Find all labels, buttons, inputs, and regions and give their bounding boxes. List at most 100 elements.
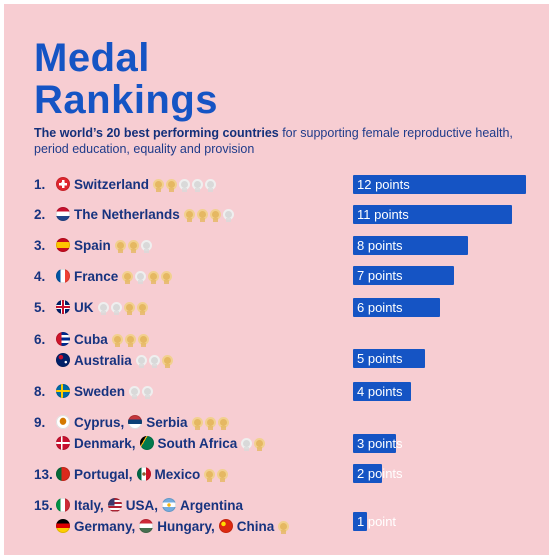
medals (183, 208, 236, 222)
uk-flag-icon (56, 300, 70, 314)
medals (191, 416, 231, 430)
spain-flag-icon (56, 238, 70, 252)
silver-medal-icon (205, 178, 217, 192)
gold-medal-icon (204, 468, 216, 482)
mexico-flag-icon (136, 467, 151, 481)
silver-medal-icon (129, 385, 141, 399)
country: Spain (56, 238, 111, 253)
points-bar: 5 points (353, 349, 425, 368)
gold-medal-icon (124, 333, 136, 347)
medals (114, 239, 154, 253)
country-name: Argentina (180, 497, 244, 513)
gold-medal-icon (183, 208, 195, 222)
gold-medal-icon (161, 354, 173, 368)
ranking-row: Australia (34, 350, 175, 370)
points-bar: 2 points (353, 464, 403, 483)
title-text: Medal Rankings (34, 36, 219, 122)
gold-medal-icon (123, 301, 135, 315)
rank-number: 5. (34, 299, 46, 315)
ranking-row: 4. France (34, 266, 174, 286)
switzerland-flag-icon (56, 177, 70, 191)
ranking-row: 8. Sweden (34, 381, 155, 401)
points-bar: 11 points (353, 205, 512, 224)
silver-medal-icon (135, 354, 147, 368)
france-flag-icon (56, 269, 70, 283)
subtitle-rest: for supporting female reproductive healt… (34, 126, 513, 156)
ranking-row: Denmark, South Africa (34, 433, 267, 453)
medals (278, 520, 291, 534)
country: Serbia (128, 414, 188, 430)
points-bar: 3 points (353, 434, 403, 453)
ranking-row: 2. The Netherlands (34, 204, 236, 224)
rank-number: 13. (34, 466, 53, 482)
country-name: Cuba (74, 331, 108, 347)
medals (97, 301, 150, 315)
medals (122, 270, 174, 284)
rank-number: 4. (34, 268, 46, 284)
country-name: Spain (74, 237, 111, 253)
silver-medal-icon (179, 178, 191, 192)
rank-number: 2. (34, 206, 46, 222)
country-name: Mexico (154, 466, 201, 482)
rank-number: 9. (34, 414, 46, 430)
ranking-row: 3. Spain (34, 235, 154, 255)
gold-medal-icon (209, 208, 221, 222)
gold-medal-icon (217, 416, 229, 430)
medals (129, 385, 155, 399)
points-bar: 7 points (353, 266, 454, 285)
gold-medal-icon (217, 468, 229, 482)
country-name: USA, (125, 497, 159, 513)
medals (135, 354, 175, 368)
argentina-flag-icon (162, 498, 177, 512)
country: Denmark, (56, 436, 140, 451)
gold-medal-icon (161, 270, 173, 284)
rank-number: 8. (34, 383, 46, 399)
gold-medal-icon (191, 416, 203, 430)
country: China (218, 518, 275, 534)
sweden-flag-icon (56, 384, 70, 398)
country-name: Germany, (74, 518, 136, 534)
gold-medal-icon (148, 270, 160, 284)
serbia-flag-icon (128, 415, 143, 429)
rank-number: 3. (34, 237, 46, 253)
country: Hungary, (139, 519, 219, 534)
country: UK (56, 300, 94, 315)
points-bar: 4 points (353, 382, 411, 401)
country-name: France (74, 268, 119, 284)
country-name: Australia (74, 352, 132, 368)
points-bar: 6 points (353, 298, 440, 317)
country-name: UK (74, 299, 94, 315)
country: South Africa (139, 436, 237, 451)
gold-medal-icon (136, 301, 148, 315)
infographic-card: Medal Rankings The world’s 20 best perfo… (4, 4, 549, 555)
country: Cuba (56, 332, 108, 347)
australia-flag-icon (56, 353, 70, 367)
silver-medal-icon (192, 178, 204, 192)
silver-medal-icon (110, 301, 122, 315)
country: Cyprus, (56, 415, 128, 430)
country: Germany, (56, 519, 139, 534)
gold-medal-icon (114, 239, 126, 253)
country-name: China (236, 518, 275, 534)
country: Australia (56, 353, 132, 368)
gold-medal-icon (254, 437, 266, 451)
country-name: Hungary, (157, 518, 215, 534)
denmark-flag-icon (56, 436, 70, 450)
subtitle-bold: The world’s 20 best performing countries (34, 126, 279, 140)
silver-medal-icon (135, 270, 147, 284)
country: Portugal, (56, 467, 137, 482)
country: The Netherlands (56, 207, 180, 222)
country-name: Serbia (146, 414, 188, 430)
country: Sweden (56, 384, 125, 399)
country-name: Sweden (74, 383, 126, 399)
medals (241, 437, 267, 451)
ranking-row: 9. Cyprus, Serbia (34, 412, 231, 432)
hungary-flag-icon (139, 519, 154, 533)
rank-number: 15. (34, 497, 53, 513)
country-name: Switzerland (74, 176, 150, 192)
ranking-row: 13. Portugal, Mexico (34, 464, 230, 484)
country: Italy, (56, 498, 108, 513)
rank-number: 1. (34, 176, 46, 192)
points-bar: 8 points (353, 236, 468, 255)
cyprus-flag-icon (56, 415, 70, 429)
